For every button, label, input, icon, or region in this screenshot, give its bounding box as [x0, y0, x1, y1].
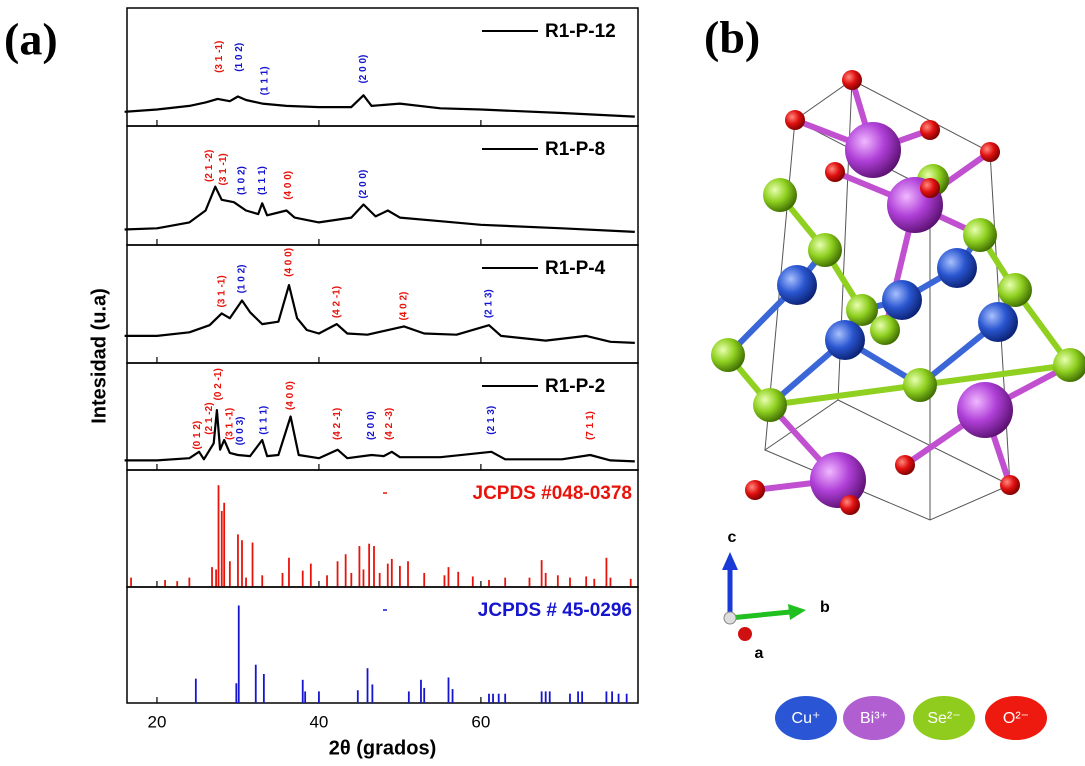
peak-label: (0 1 2) [192, 421, 203, 450]
peak-label: (1 1 1) [259, 406, 270, 435]
xrd-plots: R1-P-12 (3 1 -1) (1 0 2) (1 1 1) (2 0 0) R1-P… [125, 8, 638, 759]
peak-label: (3 1 -1) [224, 408, 235, 440]
axis-name: a [755, 645, 764, 662]
peak-label: (2 0 0) [358, 170, 369, 199]
peak-label: (0 0 3) [235, 416, 246, 445]
peak-label: (3 1 -1) [218, 153, 229, 185]
peak-label: (2 1 3) [486, 406, 497, 435]
peak-label: (2 1 3) [484, 289, 495, 318]
legend-label: Cu⁺ [792, 710, 821, 727]
crystal-structure: c b a Cu⁺ Bi³⁺ Se²⁻ O²⁻ [711, 70, 1085, 740]
legend-label: R1-P-4 [545, 258, 606, 279]
legend-label: Se²⁻ [927, 710, 960, 727]
x-axis-label: 2θ (grados) [329, 737, 437, 759]
legend-label: R1-P-12 [545, 21, 616, 42]
legend-label: R1-P-8 [545, 139, 605, 160]
peak-label: (0 2 -1) [213, 368, 224, 400]
peak-label: (1 1 1) [259, 66, 270, 95]
peak-label: (1 0 2) [234, 43, 245, 72]
peak-label: (4 0 0) [283, 171, 294, 200]
y-axis-label: Intesidad (u.a) [88, 288, 110, 424]
xrd-line [125, 95, 635, 116]
axis-name: b [820, 599, 830, 616]
legend-label: JCPDS # 45-0296 [478, 600, 632, 621]
peak-label: (4 2 -1) [331, 286, 342, 318]
panel-label: (a) [4, 14, 58, 65]
peak-label: (3 1 -1) [214, 41, 225, 73]
legend-label: JCPDS #048-0378 [473, 483, 633, 504]
axis-triad: c b a [722, 529, 830, 662]
peak-label: (4 0 0) [285, 381, 296, 410]
legend-label: Bi³⁺ [860, 710, 888, 727]
x-tick-label: 20 [148, 712, 167, 731]
x-tick-label: 60 [471, 712, 490, 731]
peak-label: (2 0 0) [366, 411, 377, 440]
peak-label: (1 0 2) [237, 264, 248, 293]
peak-label: (2 0 0) [358, 55, 369, 84]
axis-name: c [728, 529, 737, 546]
peak-label: (1 1 1) [257, 166, 268, 195]
legend-label: R1-P-2 [545, 376, 605, 397]
peak-label: (4 2 -3) [384, 408, 395, 440]
peak-label: (4 0 2) [399, 292, 410, 321]
peak-label: (7 1 1) [585, 411, 596, 440]
peak-label: (1 0 2) [237, 166, 248, 195]
x-tick-label: 40 [309, 712, 328, 731]
panel-label: (b) [704, 12, 760, 63]
xrd-line [125, 187, 635, 232]
legend-label: O²⁻ [1003, 710, 1029, 727]
xrd-line [125, 285, 635, 343]
peak-label: (4 2 -1) [332, 408, 343, 440]
peak-label: (2 1 -2) [204, 402, 215, 434]
peak-label: (2 1 -2) [204, 150, 215, 182]
peak-label: (4 0 0) [284, 248, 295, 277]
figure: (a) (b) Intesidad (u.a) R1-P-12(3 1 -1)(… [0, 0, 1085, 766]
peak-label: (3 1 -1) [216, 275, 227, 307]
atom-legend: Cu⁺ Bi³⁺ Se²⁻ O²⁻ [775, 696, 1047, 740]
